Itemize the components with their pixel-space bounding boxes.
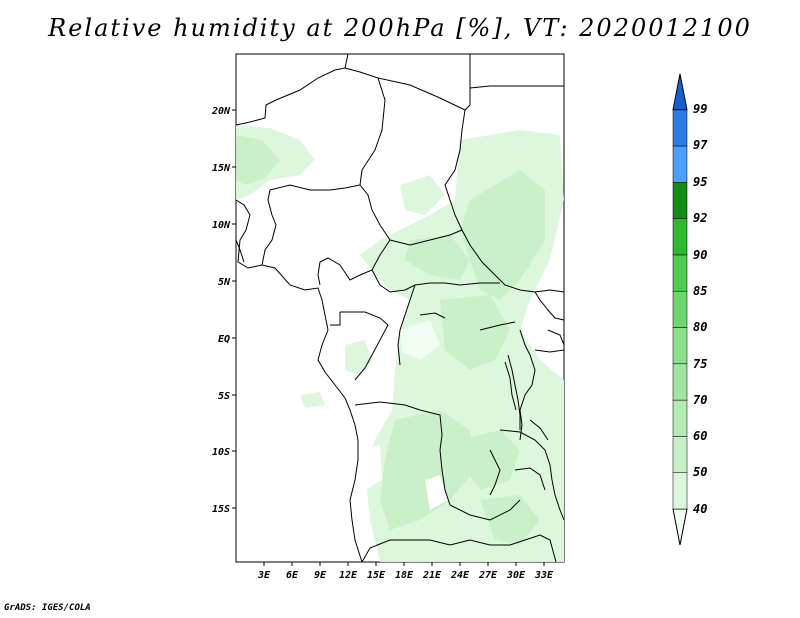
colorbar-segments — [672, 73, 688, 546]
colorbar-labels: 40 50 60 70 75 80 85 90 92 95 97 99 — [693, 102, 708, 516]
lon-label: 33E — [534, 570, 554, 581]
humidity-shading — [236, 125, 564, 562]
colorbar-segment — [672, 218, 688, 256]
colorbar-segment — [672, 254, 688, 292]
colorbar-label: 50 — [693, 465, 707, 479]
lon-label: 15E — [367, 570, 386, 581]
lon-label: 24E — [450, 570, 470, 581]
lon-label: 9E — [314, 570, 327, 581]
lon-label: 6E — [286, 570, 299, 581]
lon-label: 18E — [395, 570, 414, 581]
map-area — [235, 53, 565, 563]
colorbar-segment — [672, 327, 688, 365]
colorbar-segment — [672, 436, 688, 473]
lat-label: 20N — [211, 106, 231, 117]
lat-label: 10N — [212, 220, 231, 231]
country-borders — [235, 53, 565, 563]
lat-label: 15N — [212, 163, 231, 174]
lon-axis: 3E 6E 9E 12E 15E 18E 21E 24E 27E 30E 33E — [257, 562, 554, 581]
lat-label: 5N — [218, 277, 231, 288]
lat-label: 15S — [212, 504, 230, 515]
colorbar-label: 70 — [693, 393, 707, 407]
colorbar-label: 85 — [693, 284, 707, 298]
credit-text: GrADS: IGES/COLA — [4, 603, 91, 613]
colorbar-label: 75 — [693, 357, 707, 371]
lon-label: 30E — [506, 570, 526, 581]
colorbar-segment — [672, 145, 688, 183]
colorbar-segment — [672, 290, 688, 328]
colorbar-label: 99 — [693, 102, 707, 116]
lat-axis: 20N 15N 10N 5N EQ 5S 10S 15S — [211, 106, 236, 515]
lon-label: 12E — [339, 570, 358, 581]
map-title: Relative humidity at 200hPa [%], VT: 202… — [48, 14, 752, 42]
colorbar-segment — [672, 472, 688, 510]
colorbar-label: 60 — [693, 429, 707, 443]
colorbar-label: 97 — [693, 138, 708, 152]
colorbar-segment — [672, 182, 688, 219]
lat-label: EQ — [218, 334, 230, 345]
colorbar-label: 92 — [693, 211, 707, 225]
lat-label: 10S — [212, 447, 230, 458]
colorbar-segment — [672, 109, 688, 147]
colorbar-segment — [672, 363, 688, 401]
colorbar-label: 90 — [693, 248, 707, 262]
lon-label: 27E — [478, 570, 498, 581]
colorbar-high-triangle — [672, 73, 688, 111]
lon-label: 3E — [257, 570, 271, 581]
colorbar-low-triangle — [672, 508, 688, 546]
colorbar-label: 80 — [693, 320, 707, 334]
colorbar-label: 95 — [693, 175, 707, 189]
colorbar-segment — [672, 399, 688, 437]
colorbar-label: 40 — [693, 502, 707, 516]
lon-label: 21E — [422, 570, 442, 581]
lat-label: 5S — [218, 391, 230, 402]
colorbar: 40 50 60 70 75 80 85 90 92 95 97 99 — [672, 73, 708, 546]
